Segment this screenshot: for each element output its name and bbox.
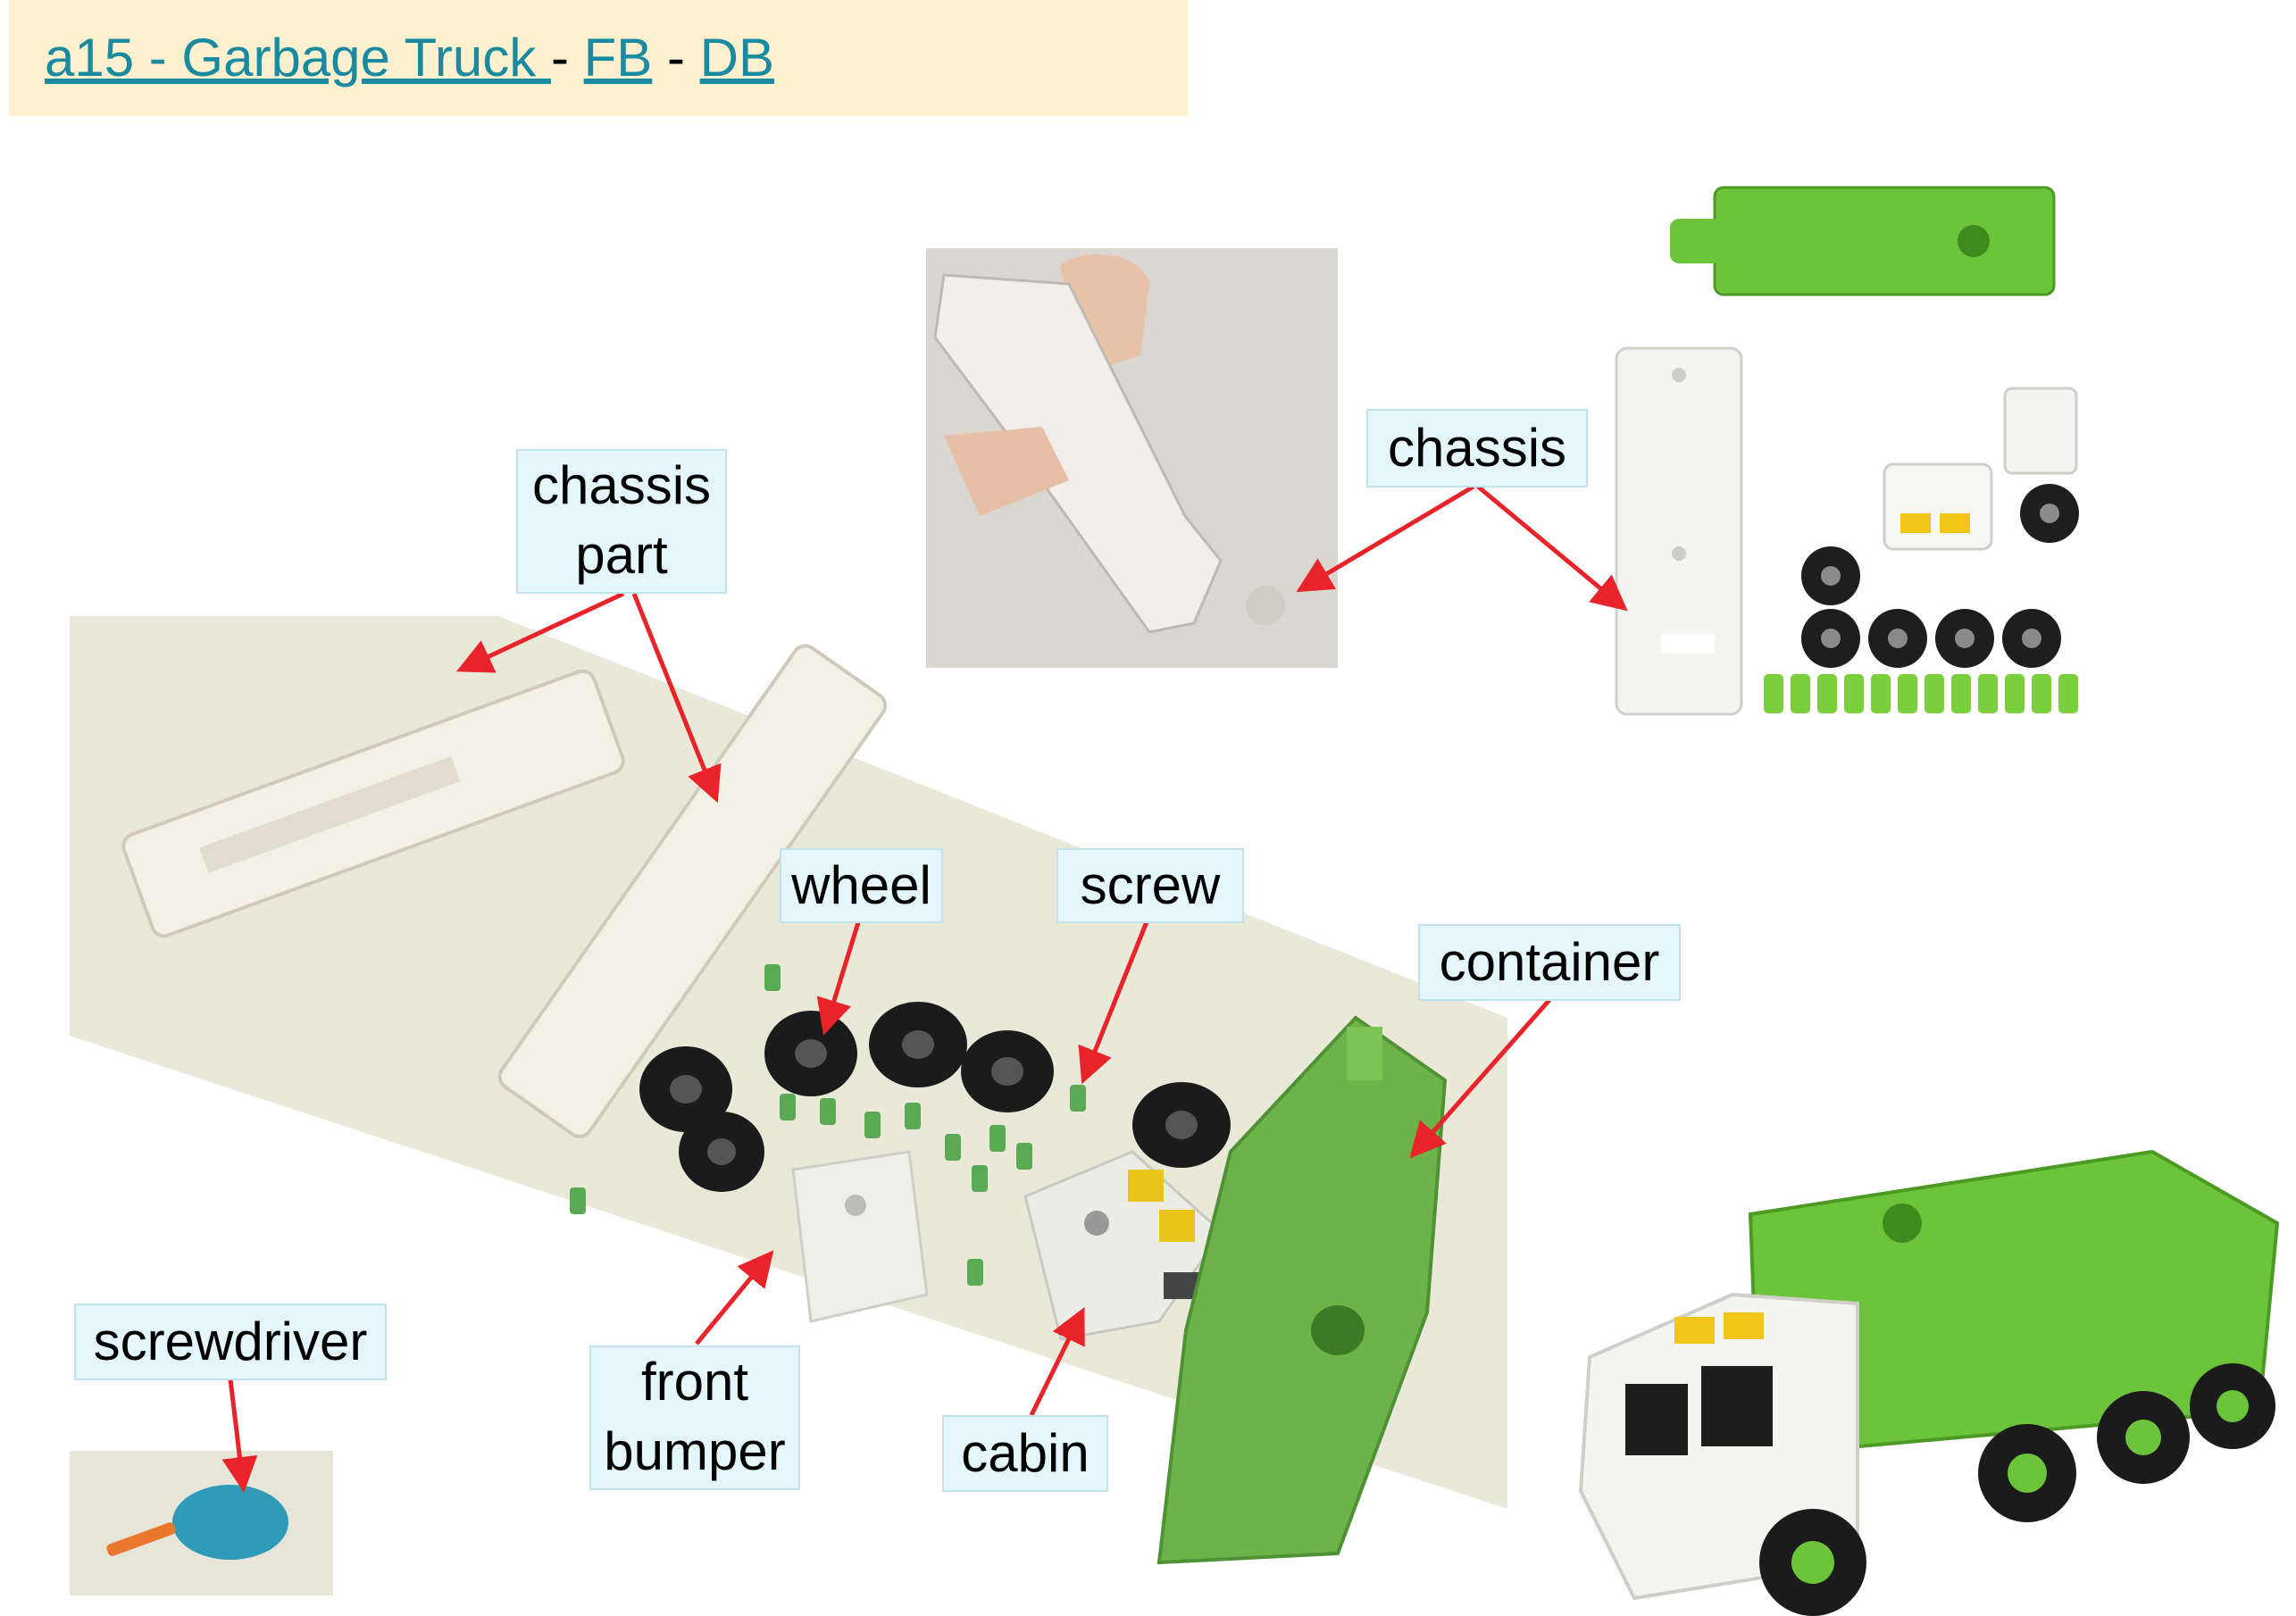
arrow-chassis-product — [1476, 485, 1628, 612]
screwdriver-photo — [70, 1451, 333, 1595]
db-link[interactable]: DB — [699, 28, 774, 87]
label-front-bumper-line2: bumper — [604, 1421, 786, 1481]
arrow-wheel — [816, 919, 862, 1036]
product-wheels — [1801, 484, 2079, 668]
arrow-cabin — [1029, 1307, 1085, 1417]
arrow-chassis-part-left — [455, 591, 625, 673]
arrow-chassis-photo — [1296, 484, 1475, 593]
label-chassis-part-line2: part — [575, 525, 668, 585]
label-chassis: chassis — [1366, 409, 1588, 487]
hand-chassis-photo — [926, 248, 1338, 668]
product-screws — [1764, 674, 2078, 713]
cabin-piece — [1023, 1150, 1223, 1341]
label-chassis-text: chassis — [1387, 418, 1567, 478]
small-bumper — [2003, 387, 2078, 475]
label-cabin-text: cabin — [961, 1423, 1090, 1483]
arrow-front-bumper — [695, 1250, 774, 1345]
separator-2: - — [666, 28, 685, 87]
components-product-photo — [1615, 186, 2079, 716]
arrow-container — [1409, 998, 1551, 1159]
assembled-truck-photo — [1578, 1149, 2280, 1616]
front-bumper-piece — [791, 1150, 929, 1323]
green-container-top — [1670, 186, 2056, 296]
container-piece — [1156, 1015, 1448, 1565]
screws — [570, 964, 1086, 1286]
label-screw-text: screw — [1080, 855, 1221, 915]
chassis-part-left — [121, 669, 625, 938]
label-chassis-part: chassis part — [516, 449, 727, 594]
arrow-chassis-part-right — [631, 593, 722, 804]
arrow-screwdriver — [221, 1379, 258, 1493]
label-screwdriver-text: screwdriver — [93, 1312, 368, 1371]
small-cabin — [1883, 462, 1993, 551]
chassis-part-right — [497, 644, 888, 1138]
separator-1: - — [550, 28, 569, 87]
label-screwdriver: screwdriver — [74, 1304, 387, 1380]
label-chassis-part-line1: chassis — [531, 455, 712, 515]
arrow-screw — [1078, 919, 1150, 1085]
white-chassis — [1615, 346, 1743, 716]
label-cabin: cabin — [942, 1415, 1108, 1492]
header-line: a15 - Garbage Truck - FB - DB — [45, 27, 774, 88]
label-screw: screw — [1056, 848, 1244, 923]
label-front-bumper: front bumper — [589, 1345, 800, 1490]
fb-link[interactable]: FB — [583, 28, 653, 87]
label-wheel-text: wheel — [791, 855, 931, 915]
header-banner: a15 - Garbage Truck - FB - DB — [9, 0, 1188, 116]
label-front-bumper-line1: front — [640, 1352, 749, 1412]
label-wheel: wheel — [780, 848, 943, 923]
title-link[interactable]: a15 - Garbage Truck — [45, 28, 551, 87]
label-container-text: container — [1439, 932, 1660, 992]
parts-photo — [70, 616, 1507, 1571]
label-container: container — [1418, 924, 1681, 1001]
